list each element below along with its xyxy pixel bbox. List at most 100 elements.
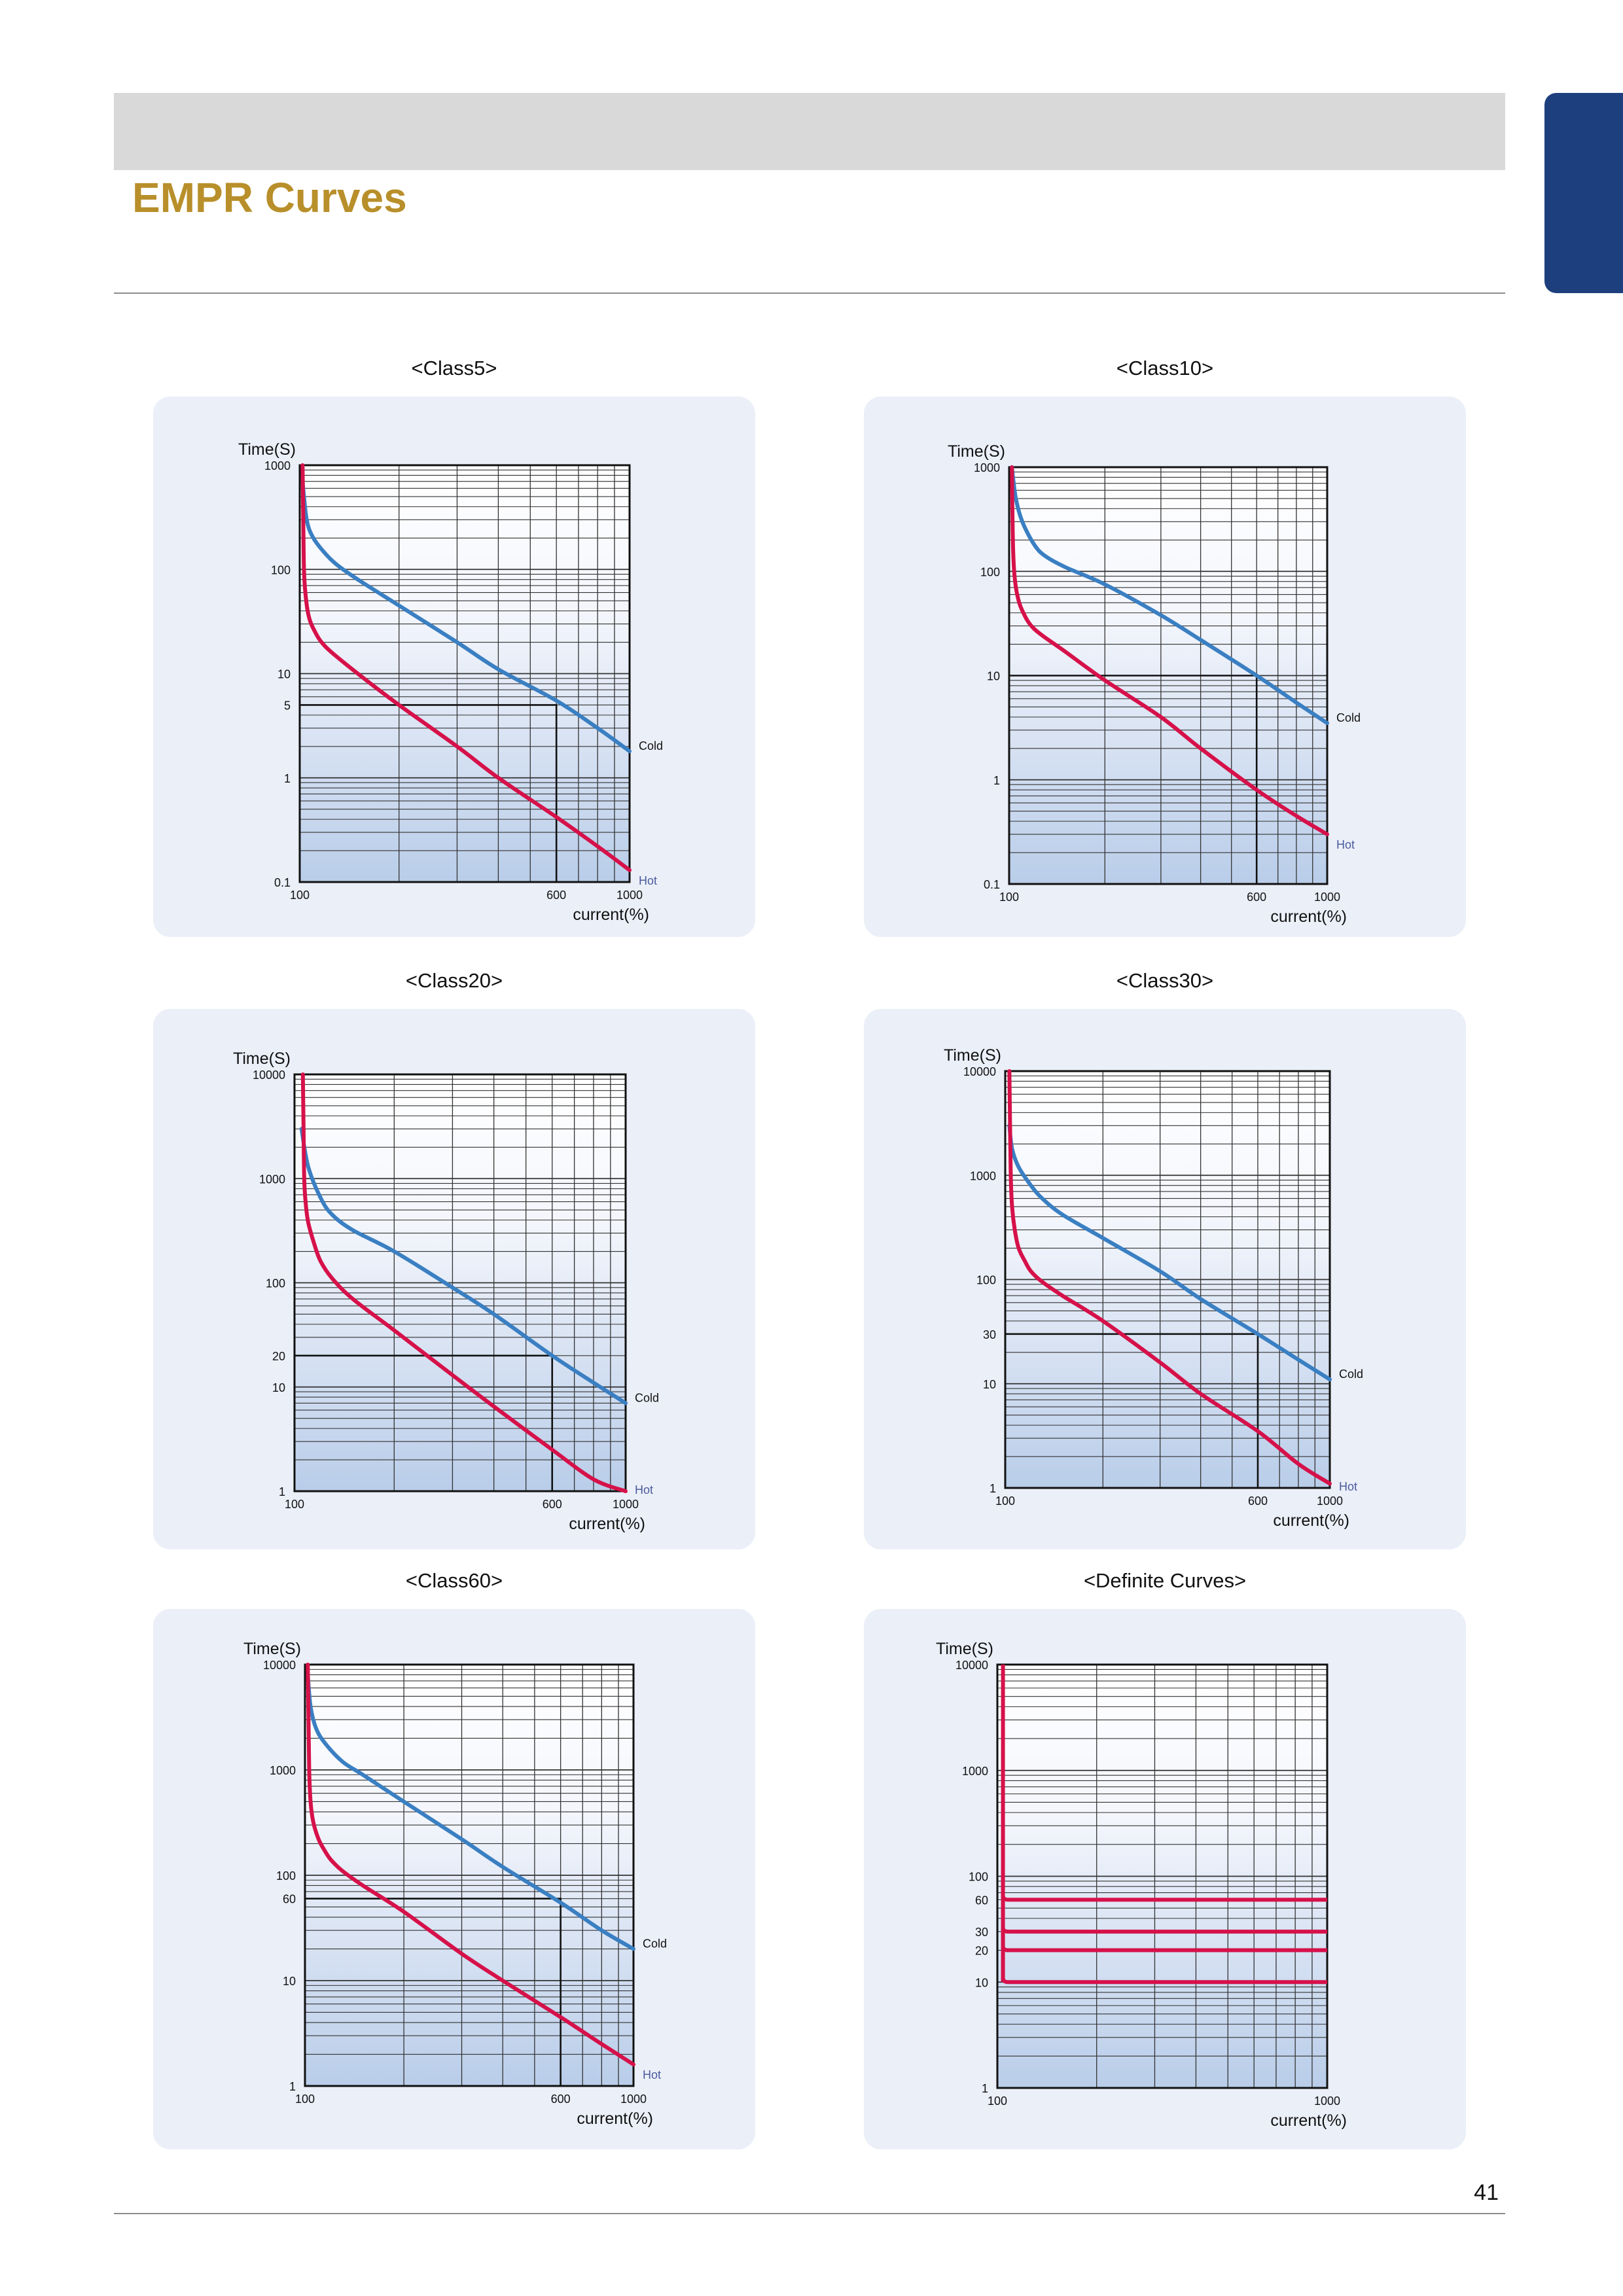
chart-panel-definite: 1 10 20 30 60 100 1000 10000 100 1000 Time(S) curre… xyxy=(864,1609,1466,2149)
x-tick-label: 1000 xyxy=(616,889,643,902)
chart-title-class60: <Class60> xyxy=(405,1569,503,1592)
y-tick-label: 1 xyxy=(289,2080,296,2093)
series-line-cold xyxy=(1010,465,1329,726)
y-tick-label: 100 xyxy=(969,1871,988,1884)
y-tick-label: 1000 xyxy=(264,459,291,472)
section-tab xyxy=(1544,93,1623,293)
x-axis-title: current(%) xyxy=(573,906,649,924)
y-tick-label: 1000 xyxy=(962,1765,988,1778)
y-tick-label: 100 xyxy=(276,1869,296,1882)
series-line-cold xyxy=(1007,1123,1332,1382)
y-tick-label: 100 xyxy=(976,1274,996,1287)
y-tick-label: 1 xyxy=(990,1482,996,1495)
y-tick-label: 30 xyxy=(975,1926,988,1939)
x-tick-label: 100 xyxy=(988,2094,1007,2108)
definite-level-line xyxy=(1001,1946,1327,1952)
y-tick-label: 1 xyxy=(993,774,1000,787)
y-tick-label: 0.1 xyxy=(984,878,1000,891)
series-line-cold xyxy=(299,1127,628,1405)
y-axis-title: Time(S) xyxy=(936,1640,993,1658)
x-tick-label: 100 xyxy=(290,889,310,902)
y-tick-label: 10 xyxy=(983,1378,996,1391)
reference-line xyxy=(305,1898,562,2086)
plot-frame xyxy=(304,1663,635,2087)
page-title: EMPR Curves xyxy=(132,174,407,221)
x-tick-label: 100 xyxy=(999,891,1019,904)
y-tick-label: 10 xyxy=(277,668,291,681)
y-tick-label: 10 xyxy=(272,1381,285,1394)
y-axis-title: Time(S) xyxy=(944,1046,1001,1065)
y-tick-label: 1 xyxy=(284,772,291,785)
series-line-hot xyxy=(300,463,632,872)
y-tick-label: 20 xyxy=(975,1945,988,1958)
y-tick-label: 100 xyxy=(266,1277,285,1290)
series-label-cold: Cold xyxy=(643,1937,667,1951)
y-tick-label: 5 xyxy=(284,699,291,712)
header-band xyxy=(114,93,1505,170)
chart-title-class10: <Class10> xyxy=(1116,357,1214,380)
x-tick-label: 100 xyxy=(295,2093,315,2106)
y-tick-label: 100 xyxy=(980,565,1000,578)
y-axis-title: Time(S) xyxy=(243,1640,301,1658)
x-axis-title: current(%) xyxy=(569,1515,645,1533)
y-tick-label: 1000 xyxy=(259,1173,285,1186)
definite-level-line xyxy=(1001,1977,1327,1985)
chart-title-class5: <Class5> xyxy=(411,357,497,380)
chart-panel-class5: 0.1 1 5 10 100 1000 100 600 1000 Time(S) current(%… xyxy=(153,397,755,937)
series-label-cold: Cold xyxy=(639,739,663,752)
x-tick-label: 1000 xyxy=(1314,891,1340,904)
chart-title-definite: <Definite Curves> xyxy=(1083,1569,1247,1592)
y-tick-label: 10000 xyxy=(955,1659,988,1672)
series-label-cold: Cold xyxy=(1339,1368,1363,1381)
plot-frame xyxy=(996,1663,1329,2089)
series-label-hot: Hot xyxy=(643,2068,661,2081)
y-tick-label: 20 xyxy=(272,1350,285,1363)
definite-level-line xyxy=(1001,1927,1327,1934)
chart-class20: 1 10 20 100 1000 10000 100 600 1000 Time(S) curren… xyxy=(233,1050,659,1533)
series-label-cold: Cold xyxy=(635,1391,659,1404)
page-number: 41 xyxy=(1474,2180,1499,2205)
x-tick-label: 600 xyxy=(546,889,566,902)
y-axis-title: Time(S) xyxy=(238,440,296,459)
chart-class30: 1 10 30 100 1000 10000 100 600 1000 Time(S) curren… xyxy=(944,1046,1363,1530)
series-label-hot: Hot xyxy=(1339,1480,1357,1493)
header-divider xyxy=(114,292,1505,294)
y-tick-label: 1000 xyxy=(970,1169,996,1182)
y-axis-title: Time(S) xyxy=(948,442,1005,461)
x-axis-title: current(%) xyxy=(577,2110,653,2128)
chart-definite-curves: 1 10 20 30 60 100 1000 10000 100 1000 Time(S) curre… xyxy=(936,1640,1347,2130)
series-label-hot: Hot xyxy=(635,1483,653,1496)
x-tick-label: 600 xyxy=(1247,891,1266,904)
plot-frame xyxy=(298,464,631,883)
chart-panel-class20: 1 10 20 100 1000 10000 100 600 1000 Time(S) curren… xyxy=(153,1009,755,1549)
series-line-cold xyxy=(300,479,632,754)
grid xyxy=(294,1074,626,1492)
y-tick-label: 10000 xyxy=(263,1659,296,1672)
series-line-cold xyxy=(306,1672,635,1951)
x-tick-label: 600 xyxy=(543,1498,562,1511)
x-tick-label: 600 xyxy=(551,2093,571,2106)
y-tick-label: 10000 xyxy=(253,1069,285,1082)
y-tick-label: 10000 xyxy=(963,1065,996,1078)
x-axis-title: current(%) xyxy=(1273,1511,1349,1530)
series-label-hot: Hot xyxy=(1336,838,1355,851)
series-line-hot xyxy=(1007,1069,1332,1486)
series-label-cold: Cold xyxy=(1336,711,1361,724)
y-tick-label: 1 xyxy=(982,2082,988,2095)
series-label-hot: Hot xyxy=(639,874,657,887)
x-axis-title: current(%) xyxy=(1270,2111,1347,2130)
y-tick-label: 1000 xyxy=(270,1764,296,1777)
y-tick-label: 60 xyxy=(283,1893,296,1906)
x-tick-label: 1000 xyxy=(613,1498,639,1511)
series-line-hot xyxy=(300,1072,628,1493)
footer-divider xyxy=(114,2213,1505,2214)
x-tick-label: 1000 xyxy=(620,2093,647,2106)
x-tick-label: 1000 xyxy=(1314,2094,1340,2108)
y-tick-label: 10 xyxy=(975,1976,988,1989)
y-tick-label: 10 xyxy=(987,670,1000,683)
chart-panel-class60: 1 10 60 100 1000 10000 100 600 1000 Time(S) curren… xyxy=(153,1609,755,2149)
chart-title-class20: <Class20> xyxy=(405,969,503,992)
chart-title-class30: <Class30> xyxy=(1116,969,1214,992)
y-tick-label: 10 xyxy=(283,1975,296,1988)
